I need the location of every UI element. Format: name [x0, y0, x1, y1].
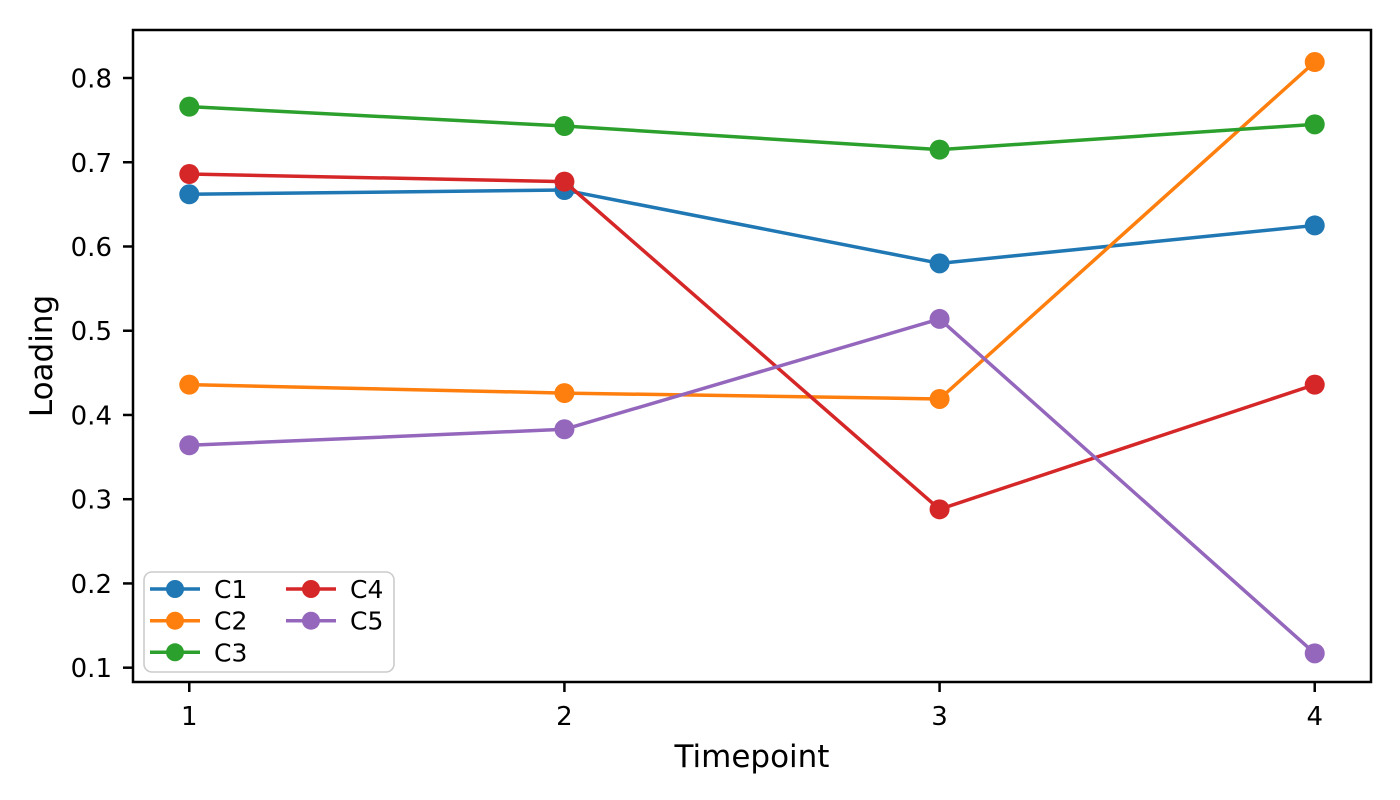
legend-handle-marker	[166, 643, 184, 662]
x-tick-label: 2	[556, 702, 573, 732]
series-line-C3	[189, 104, 1315, 152]
legend-handle-marker	[302, 611, 320, 630]
legend-entry-C3: C3	[150, 638, 247, 667]
legend-handle-marker	[166, 611, 184, 630]
x-axis-label: Timepoint	[674, 739, 830, 775]
series-marker-C1	[929, 253, 950, 274]
y-tick-label: 0.8	[71, 65, 112, 95]
legend-entry-C1: C1	[150, 575, 247, 604]
series-marker-C3	[179, 96, 200, 117]
x-tick-label: 1	[181, 702, 198, 732]
x-tick-label: 4	[1306, 702, 1323, 732]
series-marker-C5	[179, 435, 200, 456]
series-marker-C4	[554, 171, 575, 192]
series-marker-C1	[179, 184, 200, 205]
x-tick-label: 3	[931, 702, 948, 732]
series-line-C2	[189, 60, 1316, 401]
legend-entry-C5: C5	[286, 607, 383, 636]
y-tick-label: 0.4	[71, 401, 112, 431]
legend-label: C4	[350, 575, 383, 604]
y-tick-label: 0.6	[71, 233, 112, 263]
series-marker-C4	[179, 164, 200, 185]
series-marker-C2	[1304, 52, 1325, 73]
series-line-C4	[189, 172, 1316, 512]
legend-box	[143, 571, 395, 673]
legend-label: C5	[350, 607, 383, 636]
series-line-C5	[189, 317, 1316, 655]
series-marker-C2	[929, 388, 950, 409]
legend-label: C1	[214, 575, 247, 604]
legend-entry-C4: C4	[286, 575, 383, 604]
y-tick-label: 0.2	[71, 570, 112, 600]
legend-label: C2	[214, 607, 247, 636]
y-tick-label: 0.7	[71, 149, 112, 179]
series-marker-C4	[1304, 374, 1325, 395]
series-marker-C1	[1304, 215, 1325, 236]
legend-entry-C2: C2	[150, 607, 247, 636]
y-tick-label: 0.5	[71, 317, 112, 347]
series-marker-C5	[1304, 643, 1325, 664]
legend-label: C3	[214, 638, 247, 667]
series-marker-C2	[554, 383, 575, 404]
series-marker-C3	[929, 139, 950, 160]
series-marker-C5	[929, 308, 950, 329]
series-line-C1	[189, 188, 1315, 266]
y-tick-label: 0.3	[71, 486, 112, 516]
plot-area-border	[131, 28, 1373, 684]
series-marker-C3	[1304, 114, 1325, 135]
legend-handle-marker	[302, 580, 320, 598]
y-tick-label: 0.1	[71, 654, 112, 684]
legend-handle-marker	[166, 580, 184, 598]
series-marker-C3	[554, 116, 575, 137]
series-marker-C4	[929, 499, 950, 520]
y-axis-label: Loading	[24, 295, 60, 417]
series-marker-C5	[554, 419, 575, 440]
series-marker-C2	[179, 374, 200, 395]
